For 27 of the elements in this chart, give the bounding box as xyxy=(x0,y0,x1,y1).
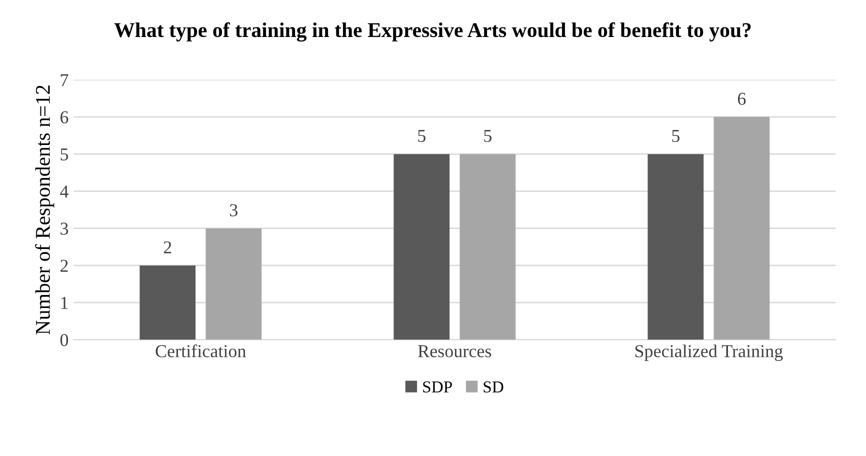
y-tick-label: 7 xyxy=(60,74,68,86)
bar xyxy=(714,116,770,340)
data-label: 5 xyxy=(418,130,426,142)
x-tick-label: Specialized Training xyxy=(635,344,783,362)
data-label: 6 xyxy=(738,92,746,105)
legend-label: SDP xyxy=(423,381,452,393)
legend-label: SD xyxy=(484,381,504,393)
y-axis-title: Number of Respondents n=12 xyxy=(35,86,54,335)
y-tick-label: 0 xyxy=(60,334,68,346)
y-tick-label: 1 xyxy=(61,296,68,309)
data-label: 5 xyxy=(672,130,680,142)
x-tick-label: Certification xyxy=(156,344,246,358)
data-label: 5 xyxy=(484,130,492,142)
bar xyxy=(460,154,516,340)
bar xyxy=(394,154,450,340)
y-tick-label: 3 xyxy=(60,222,68,235)
bar xyxy=(206,228,262,340)
bar xyxy=(140,265,196,340)
data-label: 2 xyxy=(164,241,172,254)
bar xyxy=(648,154,704,340)
y-tick-label: 4 xyxy=(60,186,68,198)
y-tick-label: 5 xyxy=(60,148,68,161)
x-tick-label: Resources xyxy=(418,345,492,358)
data-label: 3 xyxy=(230,204,238,216)
y-tick-label: 2 xyxy=(60,260,68,272)
chart-title: What type of training in the Expressive Arts would be of benefit to you? xyxy=(114,22,751,42)
y-tick-label: 6 xyxy=(60,111,68,124)
